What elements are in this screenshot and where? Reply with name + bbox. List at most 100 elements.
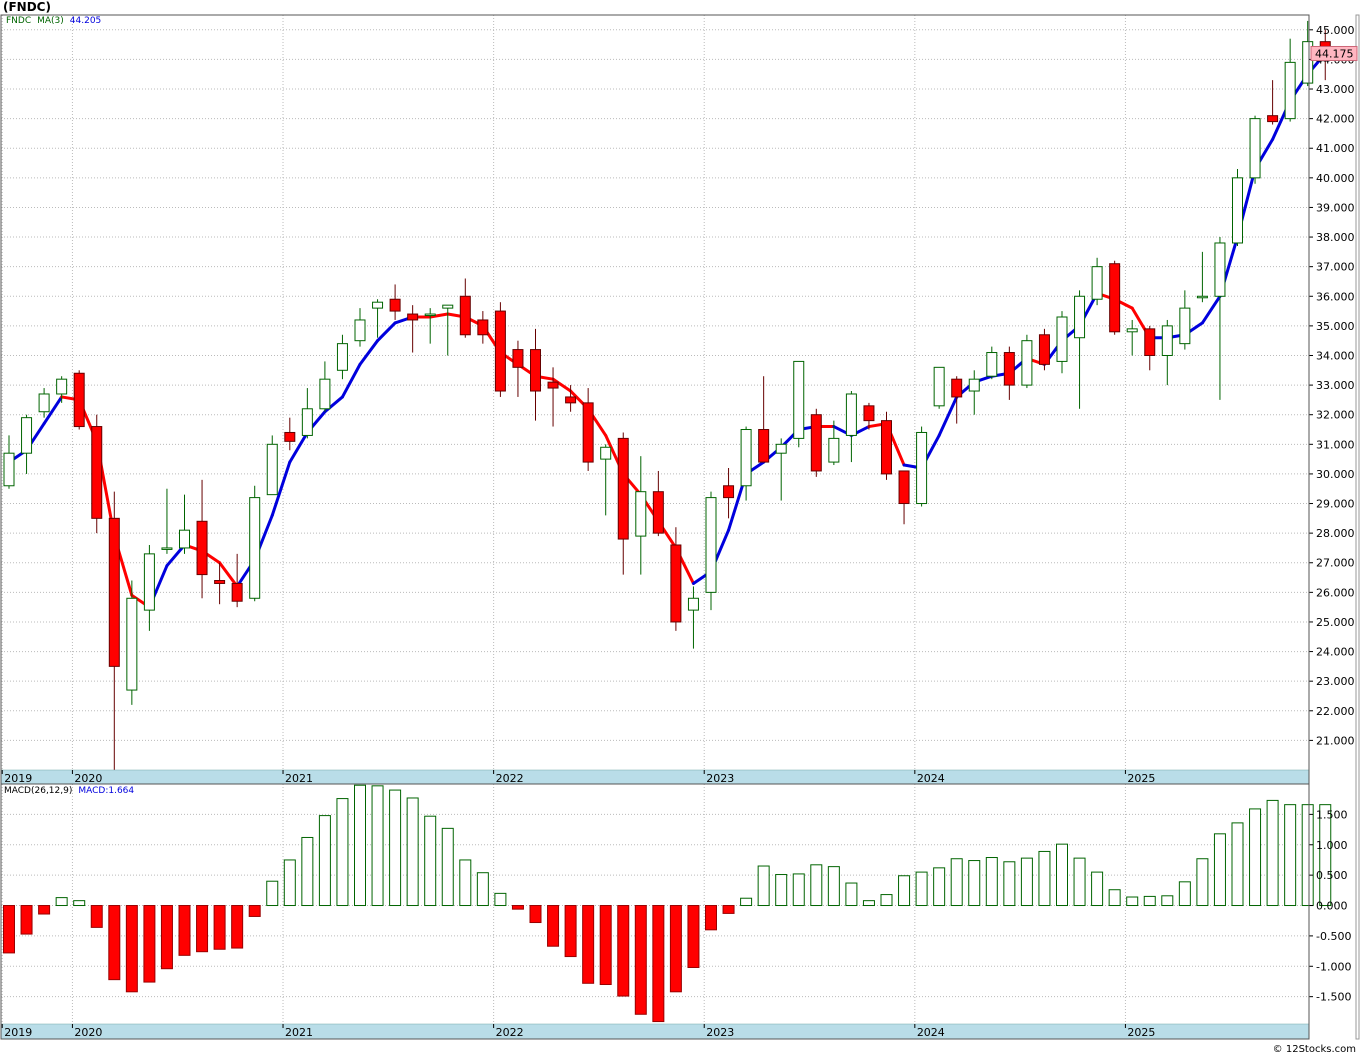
macd-bar	[1266, 799, 1279, 907]
macd-bar	[1003, 861, 1016, 907]
macd-bar	[476, 872, 489, 907]
price-y-tick-label: 21.000	[1316, 734, 1355, 747]
candle-body	[1091, 266, 1103, 300]
candle-body	[73, 372, 85, 428]
candle-body	[21, 417, 33, 454]
candle	[126, 580, 138, 705]
candle-body	[372, 301, 384, 309]
price-y-tick-label: 37.000	[1316, 261, 1355, 274]
candle-body	[687, 597, 699, 611]
candle	[1144, 325, 1156, 371]
macd-y-tick-label: 1.000	[1316, 839, 1348, 852]
ma3-segment	[42, 395, 64, 426]
candle-body	[723, 485, 735, 499]
candle-body	[933, 366, 945, 407]
price-y-tick-label: 33.000	[1316, 379, 1355, 392]
macd-bar	[213, 905, 226, 950]
candle	[389, 284, 401, 320]
candle	[968, 370, 980, 415]
candle-body	[758, 429, 770, 463]
candle	[1302, 20, 1314, 87]
macd-bar	[231, 905, 244, 949]
macd-bar	[336, 798, 349, 907]
macd-x-tick-label: 2019	[4, 1026, 32, 1039]
price-y-tick-label: 38.000	[1316, 231, 1355, 244]
candle	[582, 388, 594, 471]
candle-body	[740, 429, 752, 487]
candle-body	[319, 378, 331, 410]
ma3-segment	[376, 321, 397, 343]
candle	[881, 411, 892, 480]
candle	[828, 420, 840, 466]
macd-bar	[354, 784, 366, 907]
candle-body	[459, 295, 471, 336]
ma3-segment	[270, 460, 292, 517]
candle	[1091, 257, 1103, 306]
price-y-tick-label: 25.000	[1316, 616, 1355, 629]
watermark: © 12Stocks.com	[1272, 1044, 1356, 1055]
candle	[1109, 260, 1121, 335]
price-y-tick-label: 24.000	[1316, 646, 1355, 659]
macd-bar	[1213, 833, 1226, 907]
macd-bar	[371, 785, 384, 907]
macd-bar	[108, 905, 121, 981]
price-y-axis: 21.000 22.000 23.000 24.000 25.000 26.000 27.0…	[1309, 24, 1355, 747]
price-y-tick-label: 40.000	[1316, 172, 1355, 185]
candle	[459, 278, 471, 338]
candle-body	[582, 402, 594, 463]
candle-body	[161, 547, 173, 550]
macd-bar	[669, 905, 682, 993]
macd-bar	[599, 905, 612, 986]
candle	[407, 305, 419, 353]
candle-body	[775, 443, 787, 454]
price-y-tick-label: 32.000	[1316, 409, 1355, 422]
candle	[1126, 319, 1138, 356]
price-y-tick-label: 45.000	[1316, 24, 1355, 37]
last-price-marker: 44.175	[1310, 45, 1358, 61]
price-legend-ma-label: MA(3)	[37, 16, 64, 26]
candle-body	[1074, 295, 1086, 339]
candle-body	[565, 396, 577, 404]
price-y-tick-label: 41.000	[1316, 142, 1355, 155]
macd-bar	[248, 905, 261, 917]
candle	[1214, 237, 1226, 400]
candle	[161, 488, 173, 554]
candle	[1074, 290, 1086, 409]
candle	[547, 367, 559, 427]
price-legend-symbol: FNDC	[6, 16, 32, 26]
candle-body	[1284, 61, 1296, 120]
candle-body	[951, 378, 963, 398]
price-x-axis: 2019 2020 2021 2022 2023 2024 2025	[0, 769, 1310, 785]
macd-bar	[792, 873, 805, 907]
macd-bar	[950, 858, 963, 907]
candle	[477, 311, 489, 344]
macd-bar	[3, 905, 15, 954]
macd-legend-label: MACD(26,12,9)	[4, 786, 73, 796]
macd-bar	[1126, 896, 1139, 907]
candle-body	[179, 529, 190, 549]
candle-body	[1038, 334, 1050, 365]
candle-body	[670, 544, 682, 623]
candle	[512, 340, 524, 397]
price-y-tick-label: 26.000	[1316, 586, 1355, 599]
macd-x-axis: 2019 2020 2021 2022 2023 2024 2025	[0, 1023, 1310, 1040]
price-x-tick-label: 2021	[285, 772, 313, 785]
ma3-segment	[1200, 294, 1222, 325]
macd-bar	[441, 827, 454, 907]
candle-body	[1126, 328, 1138, 333]
candle-body	[249, 497, 261, 599]
candle	[1284, 38, 1296, 122]
candle-body	[477, 319, 489, 336]
last-price-box	[1310, 45, 1358, 61]
candle	[793, 360, 805, 448]
macd-y-tick-label: -1.000	[1316, 960, 1351, 973]
macd-bar	[705, 905, 717, 931]
candle	[196, 479, 208, 599]
candle	[1021, 334, 1033, 389]
macd-bar	[845, 882, 858, 907]
macd-bar	[722, 905, 735, 914]
macd-y-tick-label: 1.500	[1316, 808, 1348, 821]
candle-body	[284, 431, 296, 442]
macd-bar	[266, 880, 279, 907]
